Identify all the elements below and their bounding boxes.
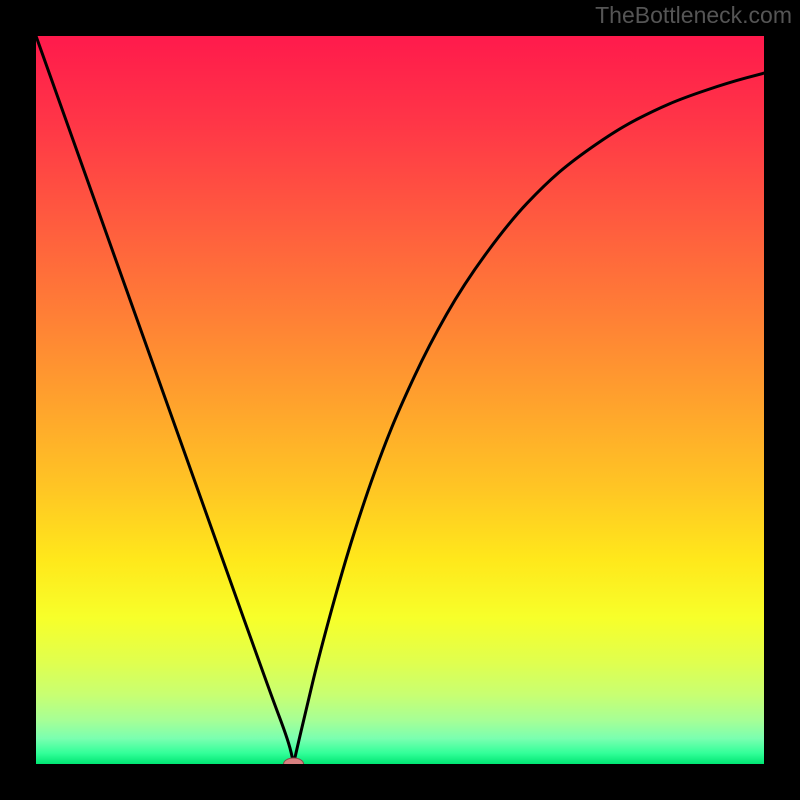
- plot-gradient-background: [36, 36, 764, 764]
- chart-container: TheBottleneck.com: [0, 0, 800, 800]
- bottleneck-chart: [0, 0, 800, 800]
